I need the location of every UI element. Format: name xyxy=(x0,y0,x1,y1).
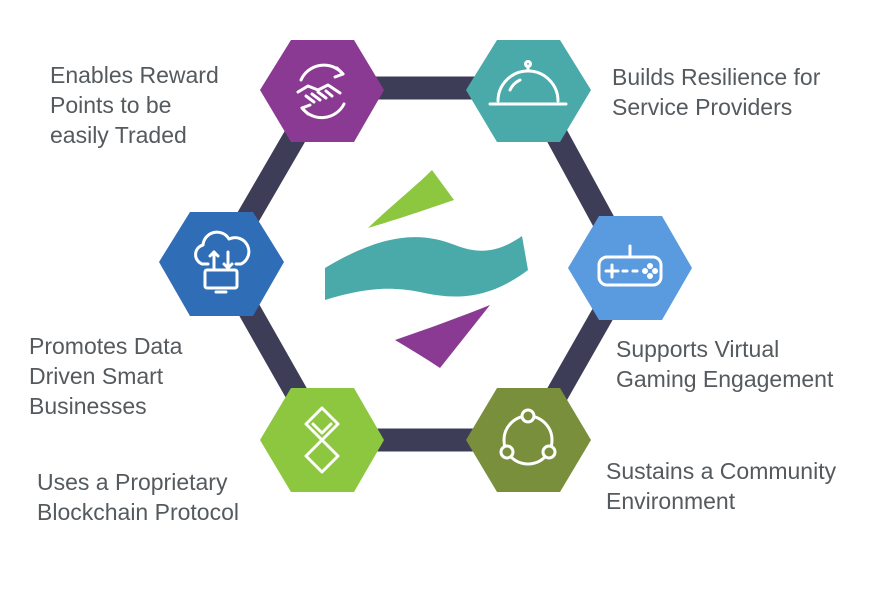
hex-shape xyxy=(260,40,384,142)
logo-teal-wave xyxy=(325,236,528,300)
label-line: Blockchain Protocol xyxy=(37,499,239,525)
hex-node-blockchain xyxy=(260,388,384,492)
label-line: Supports Virtual xyxy=(616,336,780,362)
hex-node-resilience xyxy=(466,40,591,142)
hex-node-gaming xyxy=(568,216,692,320)
hex-shape xyxy=(159,212,284,316)
hex-node-reward-points xyxy=(260,40,384,142)
hex-shape xyxy=(466,40,591,142)
label-line: Enables Reward xyxy=(50,62,219,88)
hex-shape xyxy=(568,216,692,320)
service-cloche-icon xyxy=(488,60,568,106)
blockchain-link-icon xyxy=(304,406,340,474)
logo-green-stroke xyxy=(368,170,454,228)
wave-s-logo-icon xyxy=(325,170,528,368)
label-line: Builds Resilience for xyxy=(612,64,821,90)
hex-node-data-driven xyxy=(159,212,284,316)
label-line: easily Traded xyxy=(50,122,187,148)
label-line: Service Providers xyxy=(612,94,793,120)
label-data-driven: Promotes Data Driven Smart Businesses xyxy=(29,331,182,421)
logo-purple-stroke xyxy=(395,305,490,368)
handshake-exchange-icon xyxy=(296,63,346,120)
hex-node-community xyxy=(466,388,591,492)
label-line: Driven Smart xyxy=(29,363,164,389)
label-community: Sustains a Community Environment xyxy=(606,456,836,516)
label-line: Uses a Proprietary xyxy=(37,469,228,495)
label-gaming: Supports Virtual Gaming Engagement xyxy=(616,334,833,394)
label-line: Environment xyxy=(606,488,736,514)
label-line: Points to be xyxy=(50,92,172,118)
label-line: Gaming Engagement xyxy=(616,366,834,392)
label-resilience: Builds Resilience for Service Providers xyxy=(612,62,820,122)
cloud-sync-icon xyxy=(194,230,251,294)
label-reward-points: Enables Reward Points to be easily Trade… xyxy=(50,60,219,150)
label-blockchain: Uses a Proprietary Blockchain Protocol xyxy=(37,467,239,527)
label-line: Businesses xyxy=(29,393,147,419)
label-line: Promotes Data xyxy=(29,333,183,359)
community-network-icon xyxy=(499,408,557,466)
label-line: Sustains a Community xyxy=(606,458,837,484)
hex-shape xyxy=(466,388,591,492)
gamepad-icon xyxy=(597,244,663,287)
